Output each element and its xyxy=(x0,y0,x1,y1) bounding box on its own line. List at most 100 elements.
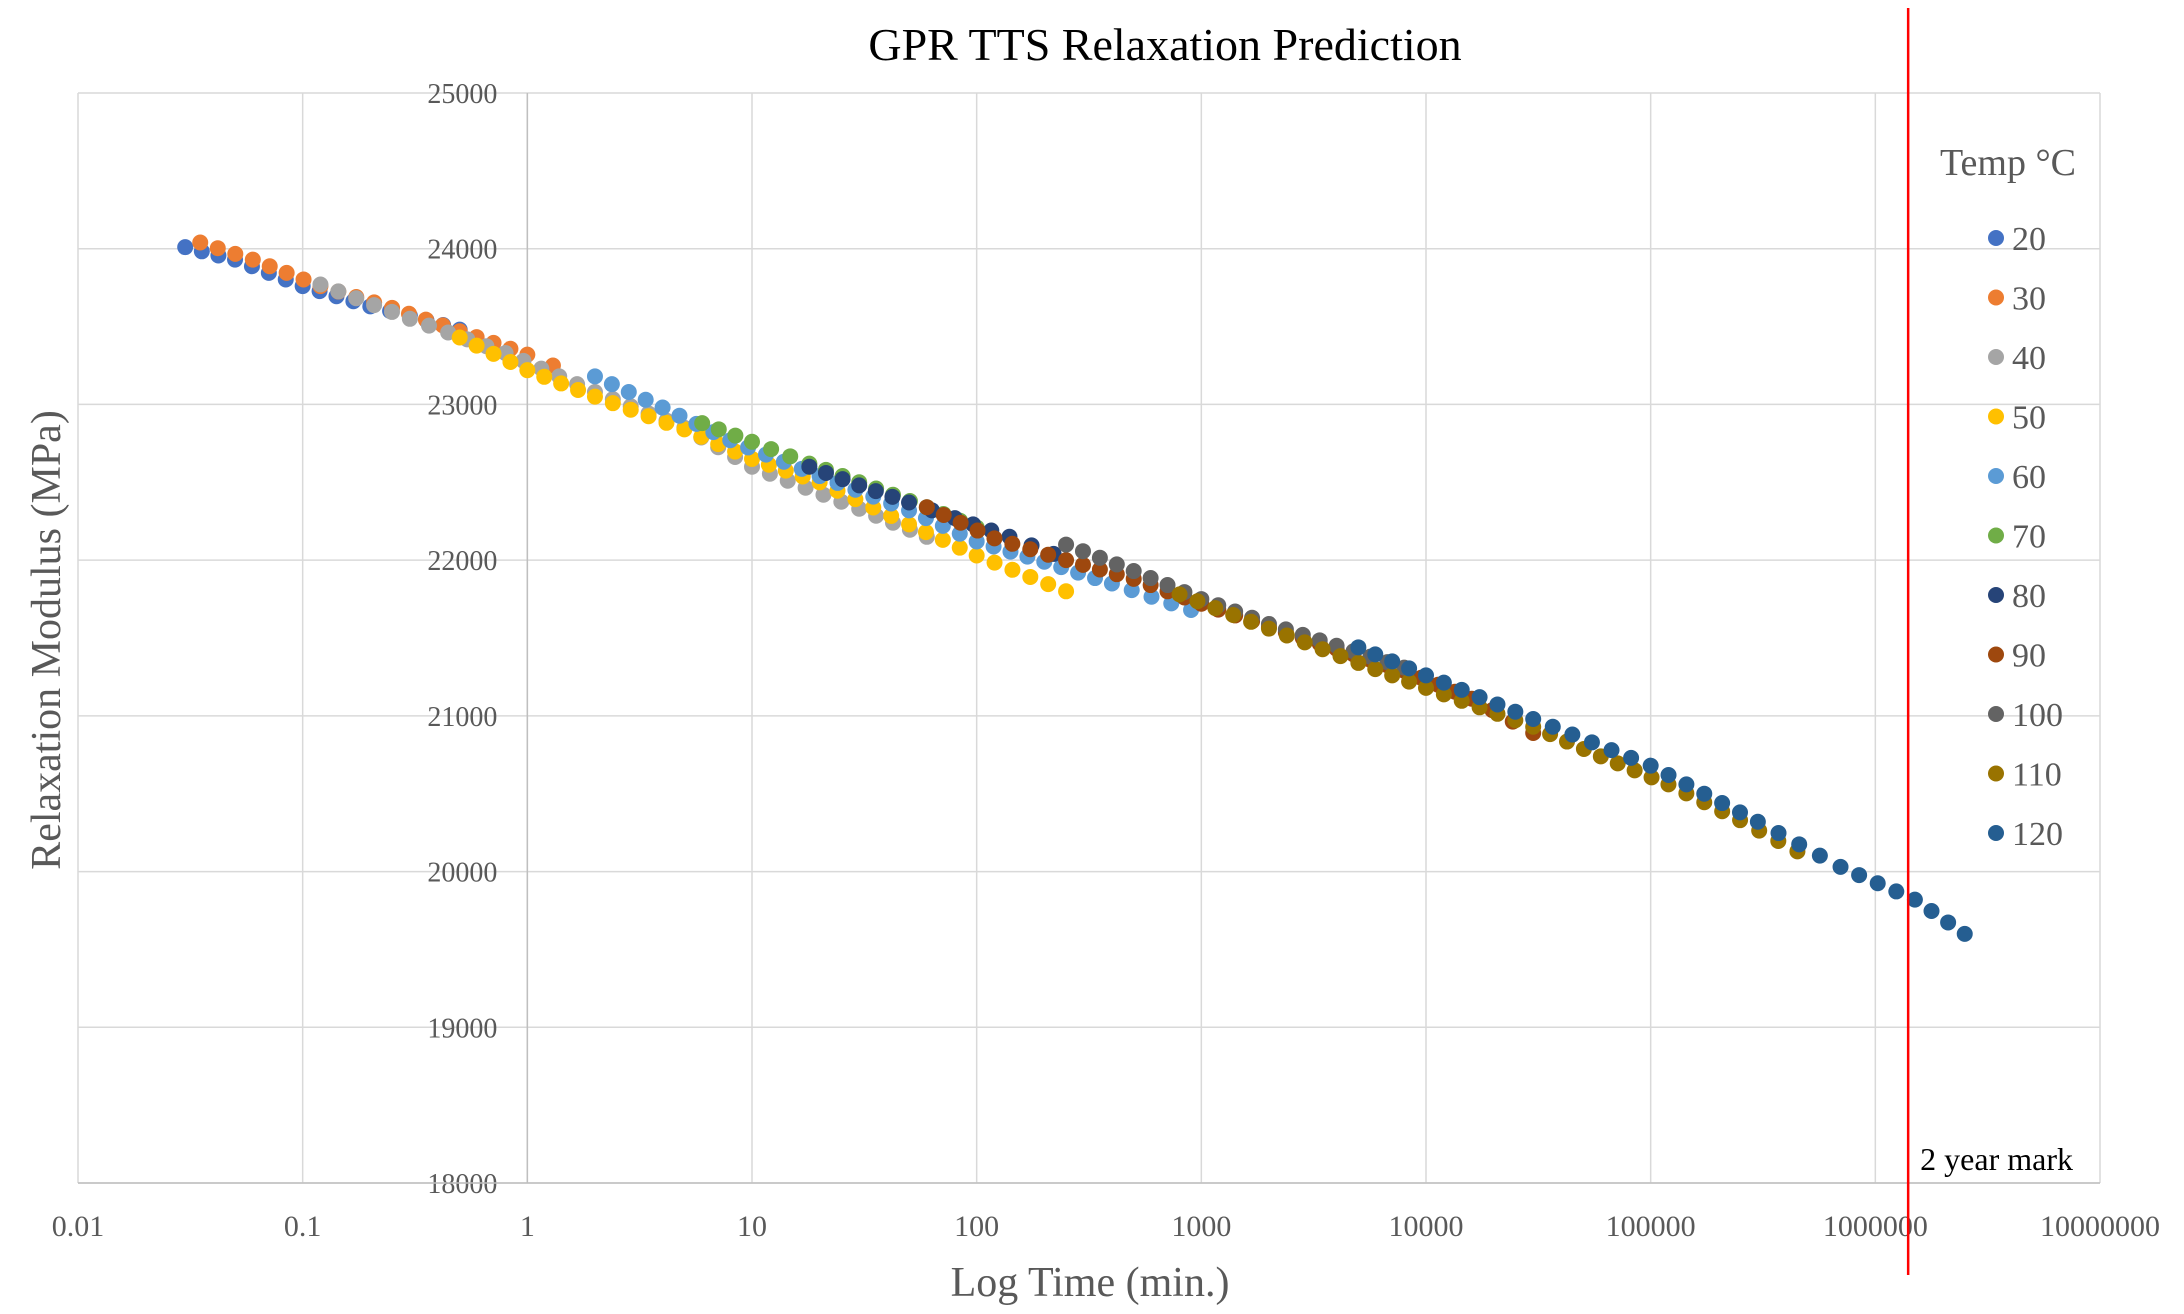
data-point xyxy=(1384,667,1401,684)
data-point xyxy=(1791,836,1808,853)
data-point xyxy=(727,427,744,444)
series-50 xyxy=(451,329,1075,600)
x-tick-label: 1000 xyxy=(1171,1210,1231,1243)
data-point xyxy=(553,375,570,392)
chart-title: GPR TTS Relaxation Prediction xyxy=(868,19,1461,70)
data-point xyxy=(986,554,1003,571)
data-point xyxy=(1040,546,1057,563)
data-point xyxy=(934,531,951,548)
data-point xyxy=(348,290,365,307)
data-point xyxy=(1770,825,1787,842)
data-point xyxy=(1435,686,1452,703)
legend-label: 120 xyxy=(2012,816,2063,853)
legend-marker xyxy=(1988,230,2004,246)
data-point xyxy=(1643,769,1660,786)
y-axis-title: Relaxation Modulus (MPa) xyxy=(24,410,70,870)
data-point xyxy=(969,522,986,539)
data-point xyxy=(502,353,519,370)
legend-marker xyxy=(1988,706,2004,722)
data-point xyxy=(671,407,688,424)
data-point xyxy=(640,408,657,425)
data-point xyxy=(744,433,760,450)
reference-line-group: 2 year mark xyxy=(1906,8,2073,1275)
data-point xyxy=(468,337,485,354)
data-point xyxy=(968,547,985,564)
x-tick-label: 0.01 xyxy=(52,1210,105,1243)
data-point xyxy=(1143,588,1160,605)
x-tick-label: 10000000 xyxy=(2040,1210,2160,1243)
legend-label: 90 xyxy=(2012,638,2046,675)
data-point xyxy=(851,477,868,494)
data-points xyxy=(177,234,1973,942)
data-point xyxy=(1278,627,1295,644)
data-point xyxy=(1004,561,1021,578)
data-point xyxy=(1260,620,1277,637)
data-point xyxy=(1314,641,1331,658)
data-point xyxy=(1564,726,1581,743)
legend-label: 50 xyxy=(2012,400,2046,437)
legend-label: 110 xyxy=(2012,757,2062,794)
x-axis-title: Log Time (min.) xyxy=(951,1260,1230,1306)
legend-marker xyxy=(1988,765,2004,782)
data-point xyxy=(1923,903,1940,920)
legend-marker xyxy=(1988,349,2004,365)
data-point xyxy=(1074,556,1091,573)
data-point xyxy=(1832,858,1849,875)
legend-label: 70 xyxy=(2012,519,2046,556)
x-tick-label: 10000 xyxy=(1389,1210,1464,1243)
legend-marker xyxy=(1988,408,2004,425)
data-point xyxy=(1623,749,1640,766)
data-point xyxy=(1660,767,1677,784)
data-point xyxy=(637,391,654,408)
data-point xyxy=(1040,576,1057,593)
data-point xyxy=(330,283,347,300)
data-point xyxy=(918,499,935,516)
data-point xyxy=(1367,646,1384,663)
data-point xyxy=(1714,795,1731,812)
data-point xyxy=(227,245,244,262)
data-point xyxy=(570,382,587,399)
data-point xyxy=(1489,696,1506,713)
data-point xyxy=(451,329,468,346)
data-point xyxy=(1678,776,1695,793)
y-tick-label: 25000 xyxy=(427,79,497,110)
legend-marker xyxy=(1988,587,2004,603)
data-point xyxy=(1108,556,1125,573)
data-point xyxy=(1544,718,1561,735)
data-point xyxy=(1603,742,1620,759)
data-point xyxy=(1243,613,1260,630)
data-point xyxy=(1888,883,1905,900)
data-point xyxy=(1384,653,1401,670)
data-point xyxy=(1367,661,1384,678)
data-point xyxy=(1940,914,1957,931)
series-120 xyxy=(1350,639,1973,942)
legend-marker xyxy=(1988,289,2004,306)
data-point xyxy=(676,421,693,438)
y-tick-label: 19000 xyxy=(427,1013,497,1044)
data-point xyxy=(1507,703,1524,720)
data-point xyxy=(1401,660,1418,677)
data-point xyxy=(801,458,818,475)
data-point xyxy=(586,368,603,385)
data-point xyxy=(622,401,639,418)
legend: Temp °C 20 30 40 50 60 70 80 90 100 110 120 xyxy=(1940,142,2076,853)
data-point xyxy=(710,421,727,438)
legend-marker xyxy=(1988,825,2004,841)
data-point xyxy=(1749,813,1766,830)
data-point xyxy=(883,507,900,524)
data-point xyxy=(1159,577,1176,594)
y-tick-label: 21000 xyxy=(427,702,497,733)
data-point xyxy=(834,471,851,488)
data-point xyxy=(1851,867,1868,884)
data-point xyxy=(1207,600,1224,617)
data-point xyxy=(1609,755,1626,772)
data-point xyxy=(884,488,901,505)
data-point xyxy=(782,448,799,465)
data-point xyxy=(1906,891,1923,908)
data-point xyxy=(536,368,553,385)
data-point xyxy=(1471,689,1488,706)
legend-title: Temp °C xyxy=(1940,142,2076,184)
data-point xyxy=(620,383,637,400)
data-point xyxy=(710,436,727,453)
